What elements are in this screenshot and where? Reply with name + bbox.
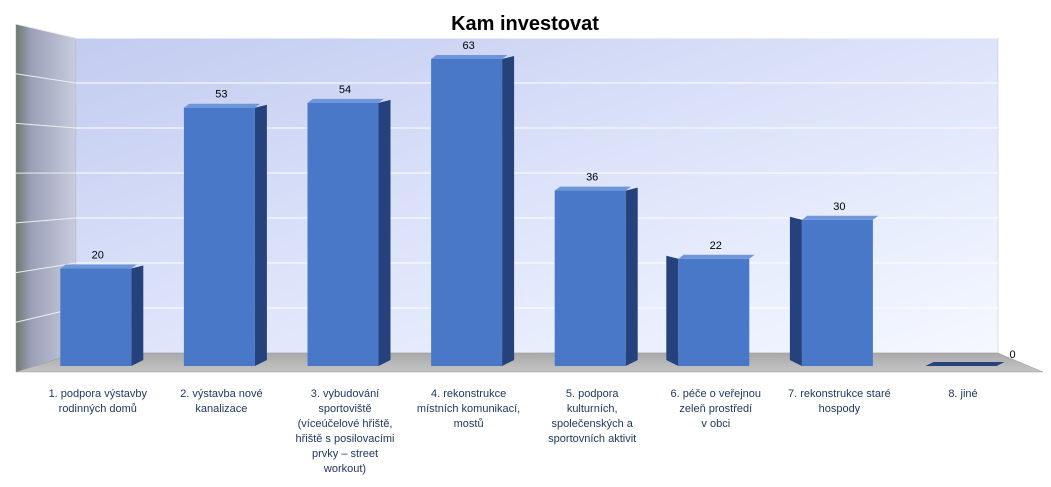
bar-side <box>789 216 802 366</box>
bar-flat <box>925 362 1005 366</box>
category-label-line: 4. rekonstrukce <box>431 388 506 400</box>
bar-top <box>60 264 137 269</box>
value-label: 20 <box>92 250 104 262</box>
category-label-line: 5. podpora <box>566 388 619 400</box>
category-labels: 1. podpora výstavby rodinných domů 2. výst… <box>49 388 978 475</box>
bar-front <box>801 219 873 366</box>
bar <box>60 264 144 366</box>
category-label-line: v obci <box>701 418 730 430</box>
category-label-line: kanalizace <box>195 403 247 415</box>
category-label: 4. rekonstrukce místních komunikací, mostů <box>417 388 520 430</box>
value-label: 0 <box>1009 349 1015 361</box>
bar-front <box>431 59 503 366</box>
gridline-side <box>15 122 77 129</box>
category-label: 8. jiné <box>948 388 977 400</box>
category-label-line: 7. rekonstrukce staré <box>788 388 891 400</box>
gridline-side <box>15 73 77 84</box>
bar-side <box>378 99 391 366</box>
category-label: 2. výstavba nové kanalizace <box>180 388 263 415</box>
bar-top <box>554 186 632 191</box>
gridline-side <box>15 23 77 39</box>
bar <box>554 186 638 366</box>
category-label-line: sportovních aktivit <box>548 433 636 445</box>
value-label: 63 <box>462 40 474 52</box>
chart-floor <box>15 352 1044 373</box>
category-label-line: hospody <box>819 403 861 415</box>
bars <box>60 55 1005 366</box>
bar-front <box>60 268 132 366</box>
category-label-line: workout) <box>323 463 366 475</box>
bar-side <box>502 56 515 366</box>
bar-top <box>678 254 755 259</box>
category-label: 7. rekonstrukce staré hospody <box>788 388 891 415</box>
category-label-line: společenských a <box>552 418 634 430</box>
value-label: 36 <box>586 172 598 184</box>
bar <box>789 215 879 366</box>
bar-front <box>307 102 379 366</box>
bar-top <box>183 103 261 108</box>
bar <box>307 98 391 366</box>
category-label-line: 8. jiné <box>948 388 977 400</box>
bar-top <box>801 215 879 220</box>
bar <box>183 103 267 366</box>
category-label-line: zeleň prostředí <box>679 403 752 415</box>
category-label: 6. péče o veřejnou zeleň prostředí v obci <box>671 388 762 430</box>
category-label: 5. podpora kulturních, společenských a spor… <box>548 388 636 445</box>
category-label-line: 1. podpora výstavby <box>49 388 148 400</box>
category-label-line: prvky – street <box>312 448 378 460</box>
value-label: 22 <box>710 240 722 252</box>
category-label-line: kulturních, <box>567 403 618 415</box>
category-label-line: 6. péče o veřejnou <box>671 388 762 400</box>
bar <box>431 55 515 366</box>
category-label-line: 3. vybudování <box>311 388 380 400</box>
bar-front <box>554 190 626 366</box>
category-label-line: místních komunikací, <box>417 403 520 415</box>
value-label: 53 <box>215 89 227 101</box>
bar <box>666 254 755 366</box>
chart-title: Kam investovat <box>451 13 599 35</box>
bar-front <box>183 107 255 366</box>
value-label: 54 <box>339 84 351 96</box>
bar-top <box>431 55 508 59</box>
category-label: 3. vybudování sportoviště (víceúčelové hři… <box>295 388 394 475</box>
bar-side <box>131 265 144 366</box>
category-label-line: mostů <box>454 418 484 430</box>
category-label-line: 2. výstavba nové <box>180 388 263 400</box>
value-label: 30 <box>833 201 845 213</box>
bar <box>925 362 1005 366</box>
gridline-side <box>15 217 77 224</box>
bar-side <box>254 104 267 366</box>
value-labels: 20 53 54 63 36 22 30 0 <box>92 40 1016 361</box>
category-label: 1. podpora výstavby rodinných domů <box>49 388 148 415</box>
bar-top <box>307 98 384 103</box>
category-label-line: rodinných domů <box>59 403 137 415</box>
bar-side <box>625 187 638 366</box>
bar-side <box>666 255 679 366</box>
category-label-line: (víceúčelové hřiště, <box>298 418 393 430</box>
bar-front <box>678 258 750 366</box>
category-label-line: hřiště s posilovacími <box>295 433 394 445</box>
category-label-line: sportoviště <box>318 403 371 415</box>
